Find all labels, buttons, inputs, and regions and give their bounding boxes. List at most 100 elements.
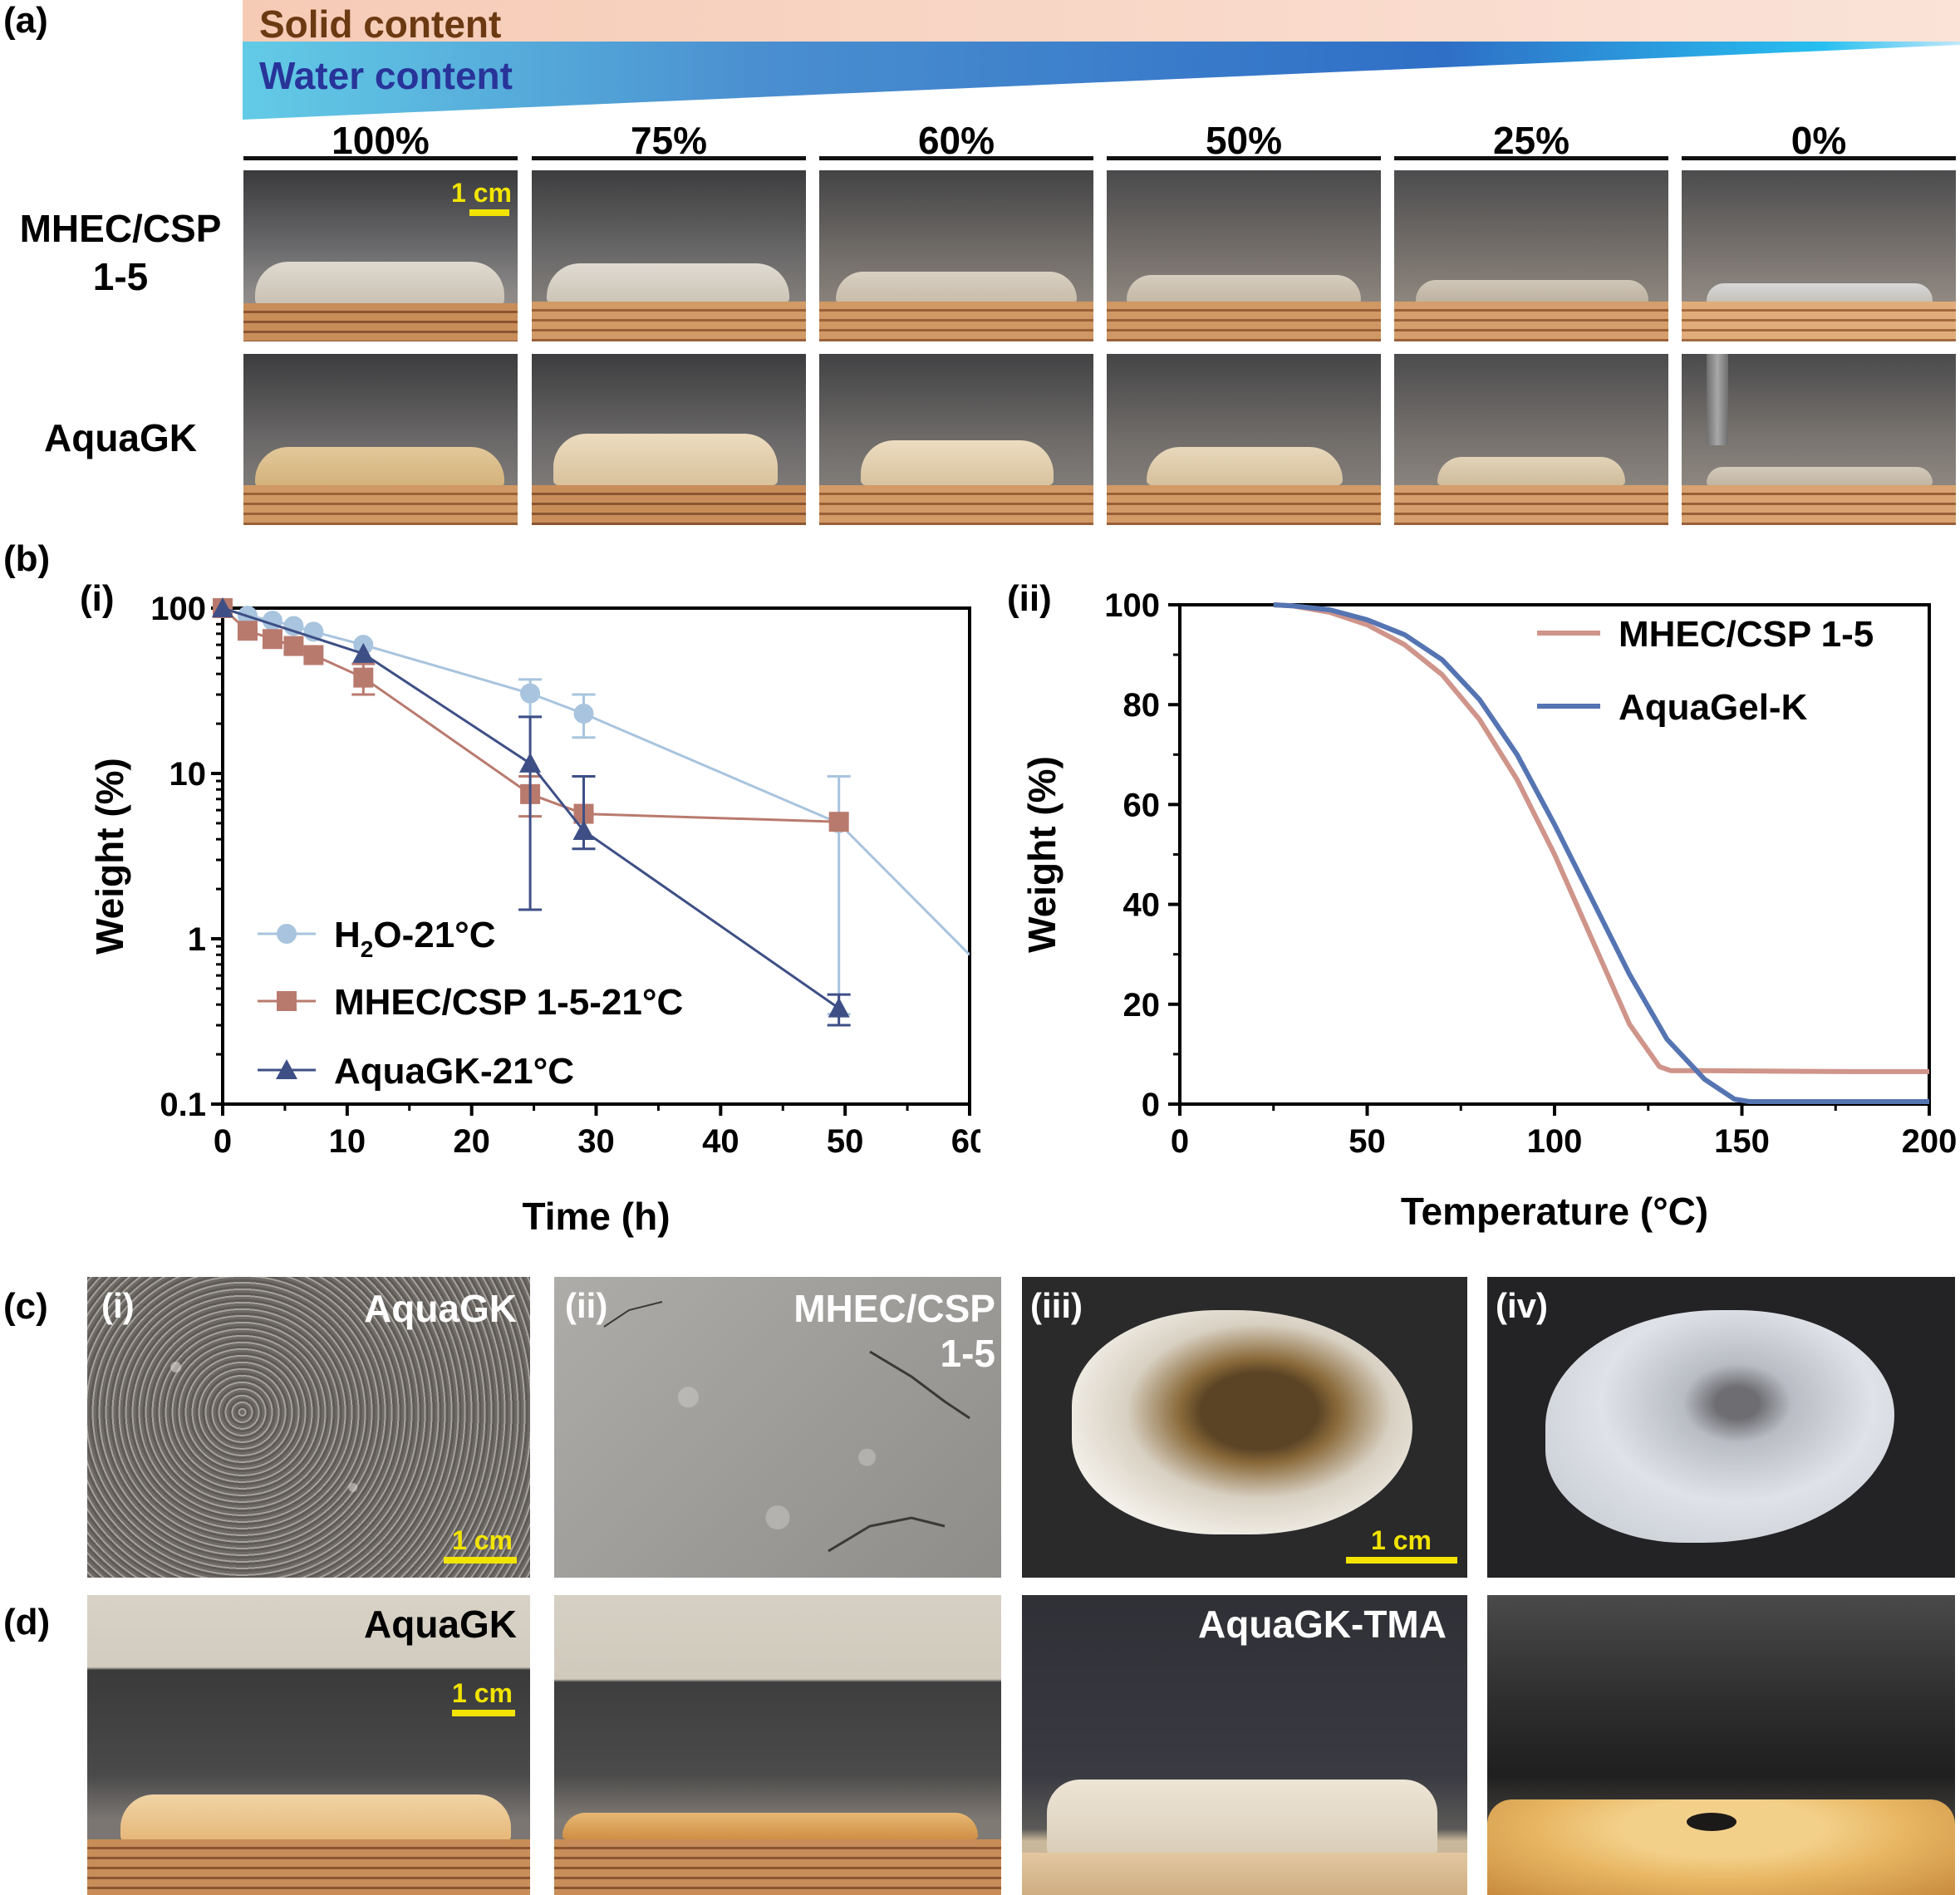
legend-label-1: MHEC/CSP 1-5-21°C <box>334 982 683 1023</box>
x-tick-label-2-2: 100 <box>1527 1123 1583 1160</box>
point-2-1 <box>352 642 375 663</box>
panel-c-label: (c) <box>3 1286 48 1327</box>
point-2-4 <box>828 997 850 1018</box>
row-label-mhec: MHEC/CSP 1-5 <box>0 204 241 301</box>
photo-aquagk-75 <box>532 354 806 525</box>
legend-label-2: AquaGK-21°C <box>334 1051 574 1092</box>
point-1-8 <box>828 812 849 832</box>
photo-mhec-100 <box>243 170 518 341</box>
panel-a-label: (a) <box>3 0 48 41</box>
y-tick-label-2-3: 60 <box>1123 787 1161 823</box>
y-tick-label-2-5: 100 <box>1104 587 1160 624</box>
photo-mhec-75 <box>532 170 806 341</box>
x-tick-label-1-4: 40 <box>702 1123 739 1160</box>
photo-d-aquagk-before <box>87 1595 530 1895</box>
pct-50: 50% <box>1205 119 1283 162</box>
series-group-0 <box>223 608 970 956</box>
scalebar-d <box>452 1710 515 1716</box>
y-tick-label-2-0: 0 <box>1142 1087 1160 1123</box>
tga-curve-1 <box>1273 602 1929 1104</box>
panel-c-ii-name: MHEC/CSP 1-5 <box>748 1286 995 1376</box>
photo-aquagk-50 <box>1107 354 1381 525</box>
scalebar-a <box>469 209 509 216</box>
point-1-4 <box>303 645 324 665</box>
series-line-0 <box>223 608 970 956</box>
photo-d-aquagk-tma-after <box>1487 1595 1955 1895</box>
pct-75: 75% <box>630 119 708 162</box>
panel-c-ii-tag: (ii) <box>565 1286 608 1325</box>
point-2-2 <box>519 752 542 773</box>
photo-mhec-60 <box>819 170 1093 341</box>
weight-vs-time-chart: 0 10 20 30 40 50 60 0.1 1 10 100 Time (h) Weight (%)… <box>88 591 980 1238</box>
y-tick-label-1-1: 1 <box>188 921 206 958</box>
x-tick-label-1-5: 50 <box>827 1123 864 1160</box>
y-axis-label-2: Weight (%) <box>1020 756 1064 953</box>
photo-aquagk-100 <box>243 354 518 525</box>
pct-line-6 <box>1682 156 1956 160</box>
y-tick-label-1-2: 10 <box>169 756 207 793</box>
photo-mhec-0 <box>1682 170 1956 341</box>
photo-d-aquagk-after <box>554 1595 1001 1895</box>
photo-c-ii-mhec-surface <box>554 1277 1001 1578</box>
panel-b-i-label: (i) <box>80 578 115 619</box>
y-tick-label-2-1: 20 <box>1123 987 1161 1024</box>
water-content-label: Water content <box>259 54 513 97</box>
legend-marker-1 <box>277 991 297 1011</box>
pct-0: 0% <box>1791 119 1847 162</box>
photo-c-iv-residue <box>1487 1277 1955 1578</box>
point-2-0 <box>212 597 233 617</box>
row-label-mhec-line1: MHEC/CSP <box>19 207 222 250</box>
weight-vs-temperature-chart: 0 50 100 150 200 0 20 40 60 80 100 Temperature (°C)… <box>1020 587 1957 1233</box>
x-tick-label-2-0: 0 <box>1171 1123 1189 1160</box>
point-2-3 <box>572 820 595 841</box>
panel-b-label: (b) <box>3 538 51 579</box>
x-tick-label-1-0: 0 <box>214 1123 232 1160</box>
y-tick-label-2-2: 40 <box>1123 887 1161 924</box>
panel-c-ii-name-line2: 1-5 <box>940 1332 995 1375</box>
y-tick-label-1-0: 0.1 <box>160 1087 206 1123</box>
solid-content-label: Solid content <box>259 2 502 46</box>
x-tick-label-2-3: 150 <box>1714 1123 1770 1160</box>
x-tick-label-2-1: 50 <box>1348 1123 1386 1160</box>
pct-100: 100% <box>332 119 430 162</box>
point-1-2 <box>262 629 282 650</box>
scalebar-c-iii-label: 1 cm <box>1371 1525 1432 1555</box>
photo-mhec-25 <box>1394 170 1668 341</box>
photo-c-i-aquagk-surface <box>87 1277 530 1578</box>
panel-c-iv-tag: (iv) <box>1496 1286 1548 1325</box>
y-tick-label-1-3: 100 <box>150 591 206 627</box>
photo-d-aquagk-tma-before <box>1022 1595 1467 1895</box>
panel-d-left-name: AquaGK <box>364 1603 517 1646</box>
point-0-3 <box>283 616 304 636</box>
pct-line-1 <box>243 156 518 160</box>
y-tick-label-2-4: 80 <box>1123 687 1161 724</box>
x-tick-label-1-1: 10 <box>329 1123 366 1160</box>
scalebar-d-label: 1 cm <box>452 1678 513 1708</box>
panel-c-i-tag: (i) <box>101 1286 135 1325</box>
panel-b-ii-label: (ii) <box>1007 578 1052 619</box>
scalebar-c <box>444 1557 517 1564</box>
x-axis-label-2: Temperature (°C) <box>1401 1190 1708 1233</box>
photo-aquagk-60 <box>819 354 1093 525</box>
plot-frame-1 <box>221 606 971 1106</box>
legend2-label-0: MHEC/CSP 1-5 <box>1619 614 1874 655</box>
x-tick-label-1-2: 20 <box>453 1123 490 1160</box>
pct-line-3 <box>819 156 1093 160</box>
photo-c-iii-burned-residue <box>1022 1277 1467 1578</box>
panel-d-right-name: AquaGK-TMA <box>1198 1603 1447 1646</box>
legend2-label-1: AquaGel-K <box>1619 687 1808 728</box>
x-axis-label-1: Time (h) <box>522 1195 670 1238</box>
point-0-6 <box>520 683 541 704</box>
scalebar-c-label: 1 cm <box>452 1525 513 1555</box>
scalebar-c-iii <box>1346 1557 1457 1564</box>
tga-curve-0 <box>1273 602 1929 1074</box>
pct-line-4 <box>1107 156 1381 160</box>
panel-c-iii-tag: (iii) <box>1030 1286 1083 1325</box>
x-tick-label-1-6: 60 <box>951 1123 980 1160</box>
photo-aquagk-25 <box>1394 354 1668 525</box>
point-1-3 <box>283 636 304 656</box>
x-tick-label-1-3: 30 <box>577 1123 615 1160</box>
point-1-1 <box>237 621 258 641</box>
solid-content-bar <box>243 0 1960 42</box>
point-0-7 <box>573 704 594 724</box>
